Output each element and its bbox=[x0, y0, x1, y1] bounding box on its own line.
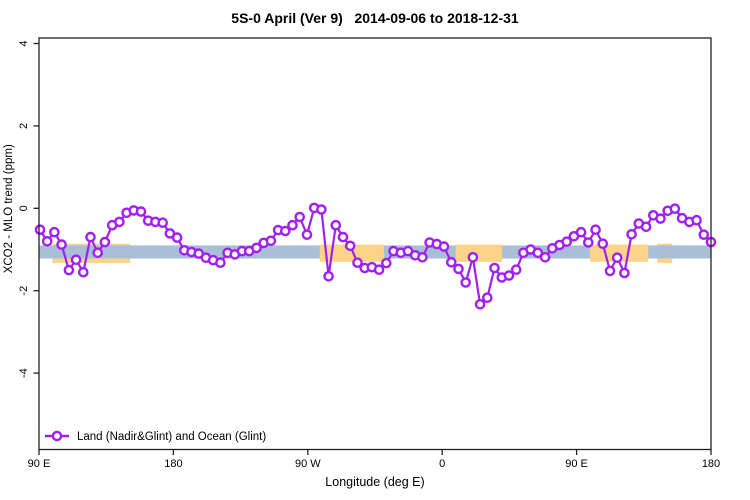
y-tick-label: -4 bbox=[18, 368, 30, 378]
data-point-marker bbox=[265, 235, 277, 247]
data-point-marker bbox=[49, 226, 60, 238]
data-point-marker bbox=[171, 232, 183, 243]
legend: Land (Nadir&Glint) and Ocean (Glint) bbox=[45, 430, 266, 443]
orange-band-over bbox=[319, 244, 384, 262]
data-point-marker bbox=[640, 221, 652, 233]
data-point-marker bbox=[41, 235, 53, 247]
plot-border bbox=[38, 37, 712, 451]
x-tick-label: 90 E bbox=[565, 458, 588, 470]
data-point-marker bbox=[251, 242, 262, 254]
data-point-marker bbox=[539, 251, 551, 263]
y-axis-label: XCO2 - MLO trend (ppm) bbox=[3, 144, 15, 273]
data-point-marker bbox=[503, 270, 515, 281]
data-point-marker bbox=[481, 292, 493, 304]
data-point-marker bbox=[63, 264, 75, 276]
data-point-marker bbox=[453, 263, 464, 275]
data-point-marker bbox=[575, 226, 587, 238]
x-tick-label: 180 bbox=[164, 458, 182, 470]
data-point-marker bbox=[669, 203, 681, 214]
axes: 90 E 180 90 W 0 90 E 180 4 2 0 -2 -4 bbox=[18, 40, 720, 470]
legend-label: Land (Nadir&Glint) and Ocean (Glint) bbox=[77, 431, 266, 443]
orange-band-over bbox=[455, 244, 502, 262]
data-point-marker bbox=[510, 264, 522, 276]
data-point-marker bbox=[92, 247, 103, 259]
data-point-marker bbox=[99, 236, 111, 248]
data-point-marker bbox=[316, 204, 327, 215]
data-point-marker bbox=[294, 211, 306, 223]
y-tick-label: 2 bbox=[18, 123, 30, 129]
data-point-marker bbox=[611, 252, 623, 264]
data-point-marker bbox=[70, 254, 82, 266]
data-point-marker bbox=[590, 224, 601, 235]
y-tick-label: 0 bbox=[18, 205, 30, 211]
x-tick-label: 0 bbox=[439, 458, 445, 470]
data-point-marker bbox=[532, 247, 544, 259]
data-point-marker bbox=[323, 270, 334, 282]
x-axis-label: Longitude (deg E) bbox=[325, 475, 424, 489]
x-tick-label: 90 W bbox=[295, 458, 321, 470]
data-point-marker bbox=[114, 216, 125, 228]
data-point-marker bbox=[287, 219, 298, 231]
data-point-marker bbox=[279, 225, 291, 237]
data-point-marker bbox=[34, 224, 46, 235]
data-point-marker bbox=[655, 213, 666, 224]
data-point-marker bbox=[460, 277, 472, 288]
data-point-marker bbox=[85, 231, 96, 243]
y-tick-label: 4 bbox=[18, 40, 30, 46]
data-point-marker bbox=[417, 251, 428, 263]
x-tick-label: 90 E bbox=[28, 458, 51, 470]
data-point-marker bbox=[604, 265, 616, 277]
data-point-marker bbox=[330, 219, 342, 231]
data-point-marker bbox=[438, 241, 450, 252]
data-point-marker bbox=[619, 267, 630, 279]
data-point-marker bbox=[373, 264, 385, 276]
data-point-marker bbox=[337, 231, 349, 243]
chart-title: 5S-0 April (Ver 9) 2014-09-06 to 2018-12… bbox=[231, 10, 519, 26]
data-point-marker bbox=[691, 214, 702, 226]
data-point-marker bbox=[344, 240, 356, 252]
data-point-marker bbox=[597, 238, 609, 249]
x-tick-label: 180 bbox=[702, 458, 720, 470]
y-tick-label: -2 bbox=[18, 286, 30, 296]
data-point-marker bbox=[352, 257, 363, 269]
legend-marker-icon bbox=[51, 430, 63, 442]
data-point-marker bbox=[157, 217, 168, 228]
data-point-marker bbox=[380, 257, 392, 269]
data-point-marker bbox=[78, 266, 89, 278]
data-point-marker bbox=[698, 229, 710, 240]
data-point-marker bbox=[489, 262, 500, 274]
data-series-line bbox=[34, 202, 717, 310]
data-point-marker bbox=[561, 236, 573, 247]
data-point-marker bbox=[626, 228, 637, 240]
data-point-marker bbox=[301, 229, 313, 240]
data-point-marker bbox=[467, 251, 479, 263]
data-point-marker bbox=[474, 298, 486, 310]
data-point-marker bbox=[56, 239, 67, 250]
data-point-marker bbox=[445, 256, 457, 268]
data-point-marker bbox=[583, 237, 594, 248]
data-point-marker bbox=[215, 257, 226, 269]
data-point-marker bbox=[135, 206, 147, 217]
